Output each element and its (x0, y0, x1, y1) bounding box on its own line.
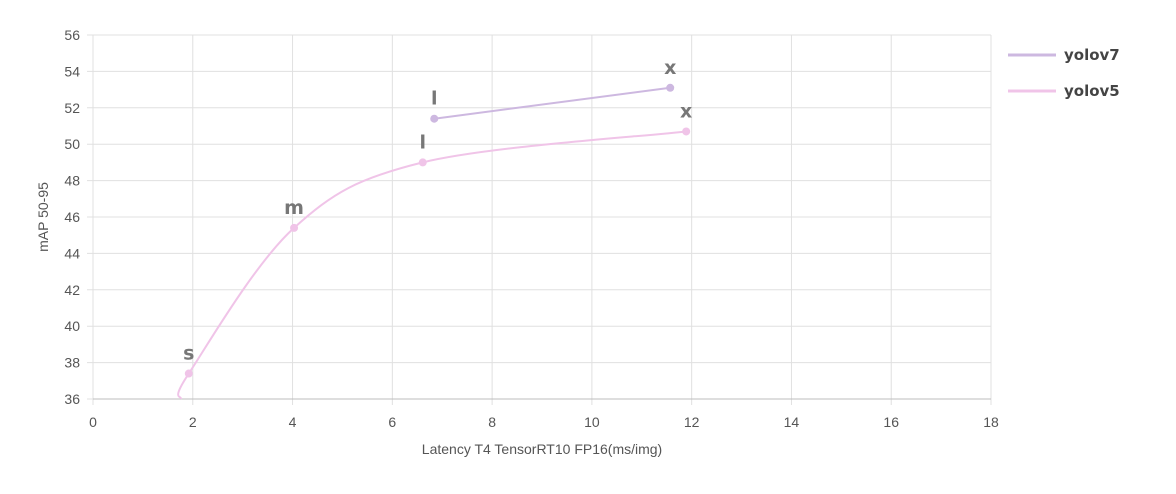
x-tick-label: 6 (388, 414, 396, 430)
x-tick-label: 10 (584, 414, 600, 430)
series-line-yolov7 (434, 86, 671, 120)
y-tick-label: 52 (64, 100, 80, 116)
y-tick-label: 42 (64, 282, 80, 298)
legend-item-yolov5: yolov5 (1008, 82, 1120, 100)
series-yolov7: lx (430, 57, 676, 123)
x-tick-label: 4 (289, 414, 297, 430)
x-tick-label: 2 (189, 414, 197, 430)
x-tick-label: 0 (89, 414, 97, 430)
y-tick-label: 56 (64, 27, 80, 43)
data-point (430, 114, 439, 123)
data-point-label: x (664, 57, 676, 79)
legend-item-yolov7: yolov7 (1008, 46, 1120, 64)
y-tick-label: 40 (64, 318, 80, 334)
y-tick-label: 44 (64, 245, 80, 261)
data-point-label: l (420, 131, 427, 153)
x-tick-label: 14 (784, 414, 800, 430)
data-point-label: x (680, 100, 692, 122)
legend-label: yolov7 (1064, 46, 1120, 64)
data-point-label: l (431, 88, 438, 110)
x-tick-label: 12 (684, 414, 700, 430)
x-tick-label: 18 (983, 414, 999, 430)
legend-label: yolov5 (1064, 82, 1120, 100)
grid (87, 34, 992, 405)
y-tick-label: 48 (64, 173, 80, 189)
series-line-yolov5 (177, 130, 687, 400)
y-tick-label: 50 (64, 136, 80, 152)
data-point-label: s (183, 343, 194, 365)
data-point (290, 223, 299, 232)
data-point-label: m (284, 197, 304, 219)
data-point (418, 158, 427, 167)
legend: yolov7 yolov5 (1008, 46, 1120, 100)
y-axis-title: mAP 50-95 (35, 182, 51, 252)
data-point (682, 127, 691, 136)
y-tick-label: 36 (64, 391, 80, 407)
y-tick-label: 46 (64, 209, 80, 225)
series-yolov5: s m l x (177, 100, 692, 400)
x-tick-label: 16 (883, 414, 899, 430)
y-tick-label: 54 (64, 63, 80, 79)
y-tick-label: 38 (64, 355, 80, 371)
x-tick-label: 8 (488, 414, 496, 430)
x-axis-title: Latency T4 TensorRT10 FP16(ms/img) (422, 441, 662, 457)
data-point (666, 83, 675, 92)
data-point (184, 369, 193, 378)
